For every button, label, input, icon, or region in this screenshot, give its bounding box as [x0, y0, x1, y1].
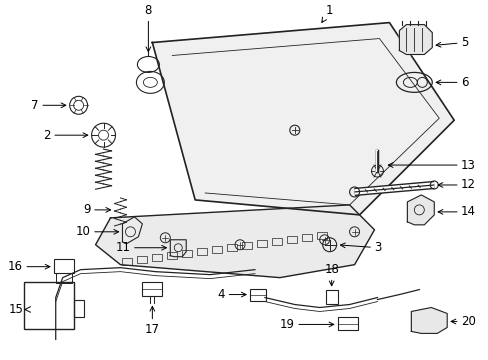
Text: 20: 20 — [450, 315, 475, 328]
Text: 14: 14 — [437, 205, 475, 219]
Polygon shape — [407, 195, 433, 225]
Bar — [74, 300, 83, 318]
Text: 7: 7 — [31, 99, 66, 112]
Bar — [286, 236, 296, 243]
Bar — [152, 254, 162, 261]
Text: 10: 10 — [76, 225, 119, 238]
Bar — [182, 250, 192, 257]
Text: 8: 8 — [144, 4, 152, 51]
Text: 2: 2 — [43, 129, 87, 142]
Text: 9: 9 — [83, 203, 110, 216]
Bar — [56, 273, 72, 283]
Bar — [271, 238, 281, 245]
Text: 15: 15 — [9, 303, 24, 316]
Text: 13: 13 — [387, 158, 475, 172]
Bar — [122, 258, 132, 265]
Text: 12: 12 — [437, 179, 475, 192]
Polygon shape — [399, 24, 431, 54]
Text: 1: 1 — [321, 4, 333, 22]
Bar — [256, 240, 266, 247]
Bar — [142, 282, 162, 296]
Bar — [167, 252, 177, 259]
Bar — [249, 289, 265, 301]
Bar — [316, 232, 326, 239]
Bar — [137, 256, 147, 263]
Text: 4: 4 — [217, 288, 245, 301]
Text: 19: 19 — [279, 318, 333, 331]
Bar — [197, 248, 207, 255]
Bar — [24, 282, 74, 329]
Bar — [226, 244, 237, 251]
Polygon shape — [95, 205, 374, 278]
Polygon shape — [170, 240, 186, 257]
Bar — [325, 289, 337, 303]
Polygon shape — [152, 23, 453, 215]
Text: 17: 17 — [144, 306, 160, 336]
Text: 18: 18 — [324, 263, 338, 286]
Bar — [54, 259, 74, 273]
Text: 3: 3 — [340, 241, 381, 254]
Text: 5: 5 — [435, 36, 468, 49]
Bar — [337, 318, 357, 330]
Text: 6: 6 — [435, 76, 468, 89]
Bar — [242, 242, 251, 249]
Text: 16: 16 — [8, 260, 50, 273]
Bar — [301, 234, 311, 241]
Polygon shape — [410, 307, 447, 333]
Text: 11: 11 — [115, 241, 166, 254]
Bar — [212, 246, 222, 253]
